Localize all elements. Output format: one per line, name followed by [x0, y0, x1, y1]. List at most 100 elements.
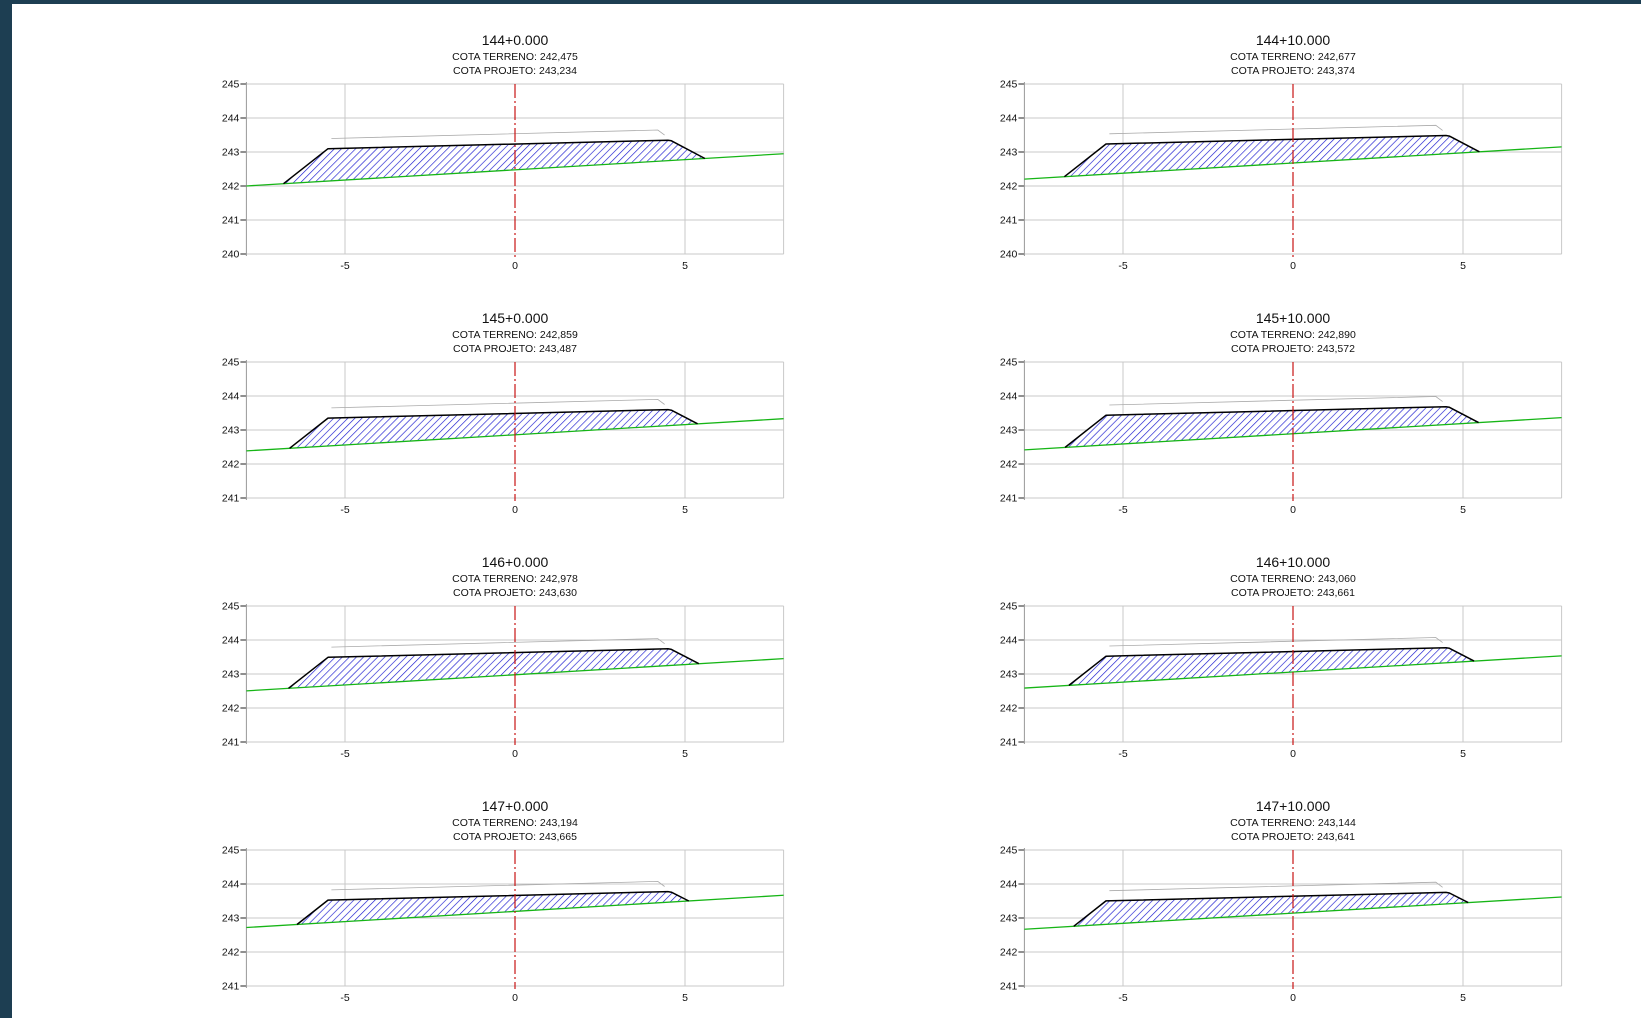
reference-line — [1109, 124, 1443, 135]
x-tick-label: 0 — [512, 992, 518, 1004]
reference-line — [1109, 881, 1443, 892]
y-tick-label: 243 — [222, 147, 240, 159]
y-tick-label: 245 — [1000, 79, 1018, 91]
section-panel: 147+0.000 COTA TERRENO: 243,194 COTA PROJE… — [222, 798, 785, 1004]
y-tick-label: 243 — [1000, 913, 1018, 925]
y-tick-label: 245 — [1000, 357, 1018, 369]
terrain-line — [246, 153, 784, 187]
y-tick-label: 242 — [222, 947, 240, 959]
section-panel: 146+10.000 COTA TERRENO: 243,060 COTA PROJ… — [1000, 554, 1563, 760]
station-title: 145+0.000 — [482, 310, 549, 326]
embankment-fill — [289, 409, 698, 449]
y-tick-label: 243 — [222, 669, 240, 681]
design-elevation-label: COTA PROJETO: 243,641 — [1231, 831, 1355, 843]
section-panel: 147+10.000 COTA TERRENO: 243,144 COTA PROJ… — [1000, 798, 1563, 1004]
design-elevation-label: COTA PROJETO: 243,234 — [453, 65, 577, 77]
reference-line — [1109, 637, 1443, 647]
x-tick-label: 0 — [1290, 504, 1296, 516]
section-panel: 144+0.000 COTA TERRENO: 242,475 COTA PROJE… — [222, 32, 785, 272]
y-tick-label: 244 — [222, 879, 240, 891]
x-tick-label: 5 — [1460, 504, 1466, 516]
design-platform — [288, 648, 700, 689]
y-tick-label: 241 — [1000, 981, 1018, 993]
x-tick-label: -5 — [1118, 504, 1127, 516]
terrain-elevation-label: COTA TERRENO: 242,859 — [452, 329, 578, 341]
terrain-elevation-label: COTA TERRENO: 242,978 — [452, 573, 578, 585]
x-tick-label: 5 — [1460, 748, 1466, 760]
terrain-elevation-label: COTA TERRENO: 242,677 — [1230, 51, 1356, 63]
y-tick-label: 245 — [1000, 845, 1018, 857]
terrain-line — [1024, 655, 1562, 689]
design-platform — [289, 408, 698, 449]
drawing-sheet: 144+0.000 COTA TERRENO: 242,475 COTA PROJE… — [12, 4, 1641, 1018]
embankment-fill — [1065, 406, 1479, 448]
design-elevation-label: COTA PROJETO: 243,572 — [1231, 343, 1355, 355]
y-tick-label: 244 — [1000, 113, 1018, 125]
y-tick-label: 241 — [222, 737, 240, 749]
design-platform — [296, 890, 690, 926]
design-elevation-label: COTA PROJETO: 243,661 — [1231, 587, 1355, 599]
reference-line — [331, 638, 665, 648]
y-tick-label: 244 — [222, 635, 240, 647]
section-panel: 146+0.000 COTA TERRENO: 242,978 COTA PROJE… — [222, 554, 785, 760]
section-panel: 145+10.000 COTA TERRENO: 242,890 COTA PROJ… — [1000, 310, 1563, 516]
x-tick-label: 0 — [1290, 992, 1296, 1004]
y-tick-label: 244 — [1000, 879, 1018, 891]
x-tick-label: -5 — [1118, 992, 1127, 1004]
y-tick-label: 241 — [222, 493, 240, 505]
y-tick-label: 242 — [222, 181, 240, 193]
y-tick-label: 242 — [222, 703, 240, 715]
y-tick-label: 244 — [222, 113, 240, 125]
design-elevation-label: COTA PROJETO: 243,487 — [453, 343, 577, 355]
x-tick-label: 0 — [512, 260, 518, 272]
terrain-elevation-label: COTA TERRENO: 242,890 — [1230, 329, 1356, 341]
design-platform — [1068, 646, 1475, 686]
terrain-elevation-label: COTA TERRENO: 243,060 — [1230, 573, 1356, 585]
design-platform — [1073, 891, 1469, 927]
section-panel: 144+10.000 COTA TERRENO: 242,677 COTA PROJ… — [1000, 32, 1563, 272]
station-title: 147+0.000 — [482, 798, 549, 814]
station-title: 144+0.000 — [482, 32, 549, 48]
y-tick-label: 240 — [222, 249, 240, 261]
reference-line — [331, 880, 665, 891]
y-tick-label: 242 — [1000, 703, 1018, 715]
y-tick-label: 242 — [222, 459, 240, 471]
embankment-fill — [297, 891, 689, 925]
x-tick-label: 5 — [1460, 992, 1466, 1004]
x-tick-label: 5 — [1460, 260, 1466, 272]
y-tick-label: 244 — [222, 391, 240, 403]
reference-line — [1109, 396, 1443, 406]
y-tick-label: 245 — [222, 79, 240, 91]
x-tick-label: 0 — [512, 748, 518, 760]
x-tick-label: 5 — [682, 504, 688, 516]
y-tick-label: 241 — [222, 981, 240, 993]
x-tick-label: 0 — [1290, 260, 1296, 272]
embankment-fill — [288, 648, 699, 689]
reference-line — [331, 129, 665, 139]
terrain-elevation-label: COTA TERRENO: 242,475 — [452, 51, 578, 63]
y-tick-label: 240 — [1000, 249, 1018, 261]
embankment-fill — [283, 140, 705, 184]
x-tick-label: 0 — [1290, 748, 1296, 760]
cross-sections-drawing: 144+0.000 COTA TERRENO: 242,475 COTA PROJE… — [222, 32, 1563, 1004]
y-tick-label: 243 — [1000, 425, 1018, 437]
x-tick-label: -5 — [340, 260, 349, 272]
x-tick-label: -5 — [1118, 260, 1127, 272]
x-tick-label: -5 — [340, 504, 349, 516]
y-tick-label: 244 — [1000, 635, 1018, 647]
x-tick-label: 5 — [682, 748, 688, 760]
x-tick-label: 0 — [512, 504, 518, 516]
y-tick-label: 242 — [1000, 947, 1018, 959]
y-tick-label: 241 — [1000, 215, 1018, 227]
y-tick-label: 243 — [1000, 147, 1018, 159]
design-elevation-label: COTA PROJETO: 243,630 — [453, 587, 577, 599]
station-title: 145+10.000 — [1256, 310, 1331, 326]
y-tick-label: 245 — [222, 845, 240, 857]
y-tick-label: 243 — [222, 913, 240, 925]
y-tick-label: 241 — [1000, 737, 1018, 749]
x-tick-label: 5 — [682, 260, 688, 272]
design-platform — [283, 139, 706, 185]
y-tick-label: 244 — [1000, 391, 1018, 403]
embankment-fill — [1068, 647, 1475, 686]
y-tick-label: 241 — [222, 215, 240, 227]
